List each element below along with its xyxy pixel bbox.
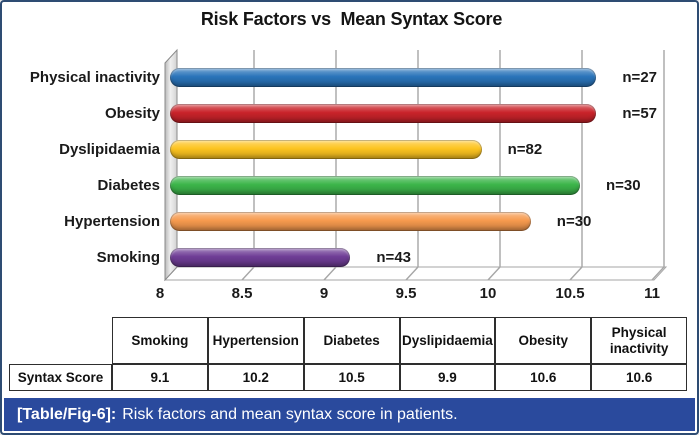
bar-dyslipidaemia	[170, 140, 482, 159]
table-corner-spacer	[9, 317, 112, 364]
category-label: Physical inactivity	[29, 69, 160, 86]
gridline	[405, 266, 419, 281]
table-column-header: Physical inactivity	[591, 317, 687, 364]
table-value-cell: 9.1	[112, 364, 208, 391]
table-column-header: Hypertension	[207, 317, 304, 364]
x-tick-label: 9	[319, 285, 329, 302]
table-value-cell: 10.2	[207, 364, 304, 391]
category-label: Dyslipidaemia	[59, 141, 160, 158]
table-value-cell: 10.6	[495, 364, 592, 391]
table-column-header: Diabetes	[303, 317, 400, 364]
gridline	[569, 266, 583, 281]
table-value-cell: 10.6	[591, 364, 687, 391]
table-row-label: Syntax Score	[9, 364, 112, 391]
x-tick-label: 8	[155, 285, 165, 302]
caption-label: [Table/Fig-6]:	[17, 405, 117, 423]
gridline	[487, 266, 501, 281]
gridline	[323, 266, 337, 281]
bar-smoking	[170, 248, 351, 267]
table-column-header: Smoking	[112, 317, 208, 364]
bar-obesity	[170, 104, 597, 123]
table-value-cell: 10.5	[303, 364, 400, 391]
bar-count-label: n=27	[622, 69, 657, 86]
bar-count-label: n=82	[507, 141, 543, 158]
chart-title: Risk Factors vs Mean Syntax Score	[200, 9, 503, 29]
table-column-header: Obesity	[495, 317, 592, 364]
caption-text: Risk factors and mean syntax score in pa…	[122, 405, 458, 423]
x-tick-label: 10	[479, 285, 497, 302]
bar-count-label: n=57	[622, 105, 657, 122]
bar-hypertension	[170, 212, 531, 231]
x-tick-label: 10.5	[555, 285, 585, 302]
caption-bar: [Table/Fig-6]: Risk factors and mean syn…	[4, 398, 695, 431]
bar-chart: Physical inactivity Obesity Dyslipidaemia D…	[2, 2, 697, 314]
gridline	[651, 266, 665, 281]
syntax-score-table: Smoking Hypertension Diabetes Dyslipidaemia…	[9, 317, 687, 391]
category-label: Smoking	[96, 249, 160, 266]
x-tick-label: 9.5	[395, 285, 417, 302]
category-label: Diabetes	[97, 177, 160, 194]
gridline	[241, 266, 255, 281]
category-label: Obesity	[104, 105, 160, 122]
category-label: Hypertension	[64, 213, 160, 230]
bar-diabetes	[170, 176, 580, 195]
table-column-header: Dyslipidaemia	[399, 317, 496, 364]
bar-physical-inactivity	[170, 68, 597, 87]
x-tick-label: 8.5	[231, 285, 253, 302]
x-tick-label: 11	[644, 285, 660, 302]
bar-count-label: n=30	[556, 213, 592, 230]
bar-count-label: n=30	[606, 177, 641, 194]
table-value-cell: 9.9	[399, 364, 496, 391]
bar-count-label: n=43	[376, 249, 411, 266]
